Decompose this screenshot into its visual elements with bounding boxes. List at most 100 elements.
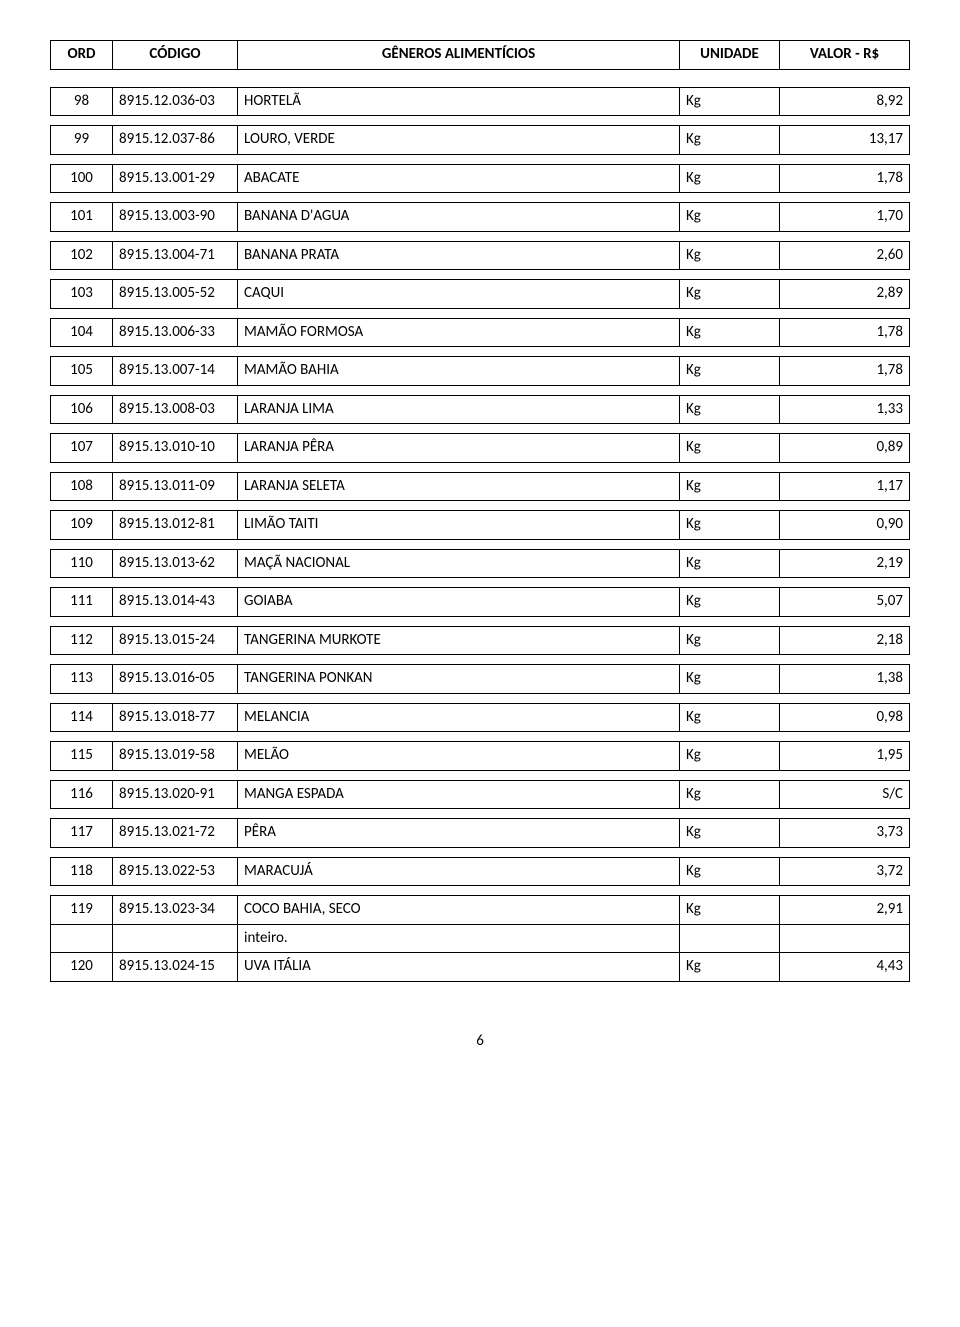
cell-item: UVA ITÁLIA — [238, 953, 680, 982]
cell-codigo: 8915.13.020-91 — [113, 780, 238, 809]
cell-ord: 114 — [51, 703, 113, 732]
table-row: 1058915.13.007-14MAMÃO BAHIAKg1,78 — [51, 357, 910, 386]
cell-valor: 4,43 — [780, 953, 910, 982]
table-row: 1168915.13.020-91MANGA ESPADAKgS/C — [51, 780, 910, 809]
header-valor: VALOR - R$ — [780, 41, 910, 70]
table-row: 1198915.13.023-34COCO BAHIA, SECOKg2,91 — [51, 896, 910, 925]
table-row: 1108915.13.013-62MAÇÃ NACIONALKg2,19 — [51, 549, 910, 578]
cell-valor: 3,72 — [780, 857, 910, 886]
cell-valor: 1,70 — [780, 203, 910, 232]
table-row: 1138915.13.016-05TANGERINA PONKANKg1,38 — [51, 665, 910, 694]
cell-valor: 3,73 — [780, 819, 910, 848]
cell-valor: 2,18 — [780, 626, 910, 655]
cell-unidade: Kg — [680, 665, 780, 694]
cell-ord: 102 — [51, 241, 113, 270]
cell-valor: 1,38 — [780, 665, 910, 694]
cell-unidade: Kg — [680, 395, 780, 424]
cell-unidade: Kg — [680, 742, 780, 771]
cell-item: BANANA PRATA — [238, 241, 680, 270]
cell-item: MANGA ESPADA — [238, 780, 680, 809]
cell-item: LIMÃO TAITI — [238, 511, 680, 540]
cell-item: LOURO, VERDE — [238, 126, 680, 155]
cell-valor: 0,89 — [780, 434, 910, 463]
cell-valor — [780, 924, 910, 953]
page-number: 6 — [50, 1032, 910, 1050]
spacer-row — [51, 847, 910, 857]
cell-ord: 105 — [51, 357, 113, 386]
cell-item: MAÇÃ NACIONAL — [238, 549, 680, 578]
spacer-row — [51, 578, 910, 588]
cell-unidade: Kg — [680, 780, 780, 809]
spacer-row — [51, 347, 910, 357]
cell-codigo: 8915.13.018-77 — [113, 703, 238, 732]
cell-ord: 106 — [51, 395, 113, 424]
table-row: 1008915.13.001-29ABACATEKg1,78 — [51, 164, 910, 193]
cell-item: MELÃO — [238, 742, 680, 771]
spacer-row — [51, 616, 910, 626]
cell-valor: 2,19 — [780, 549, 910, 578]
cell-unidade: Kg — [680, 819, 780, 848]
cell-valor: S/C — [780, 780, 910, 809]
cell-unidade: Kg — [680, 126, 780, 155]
cell-valor: 2,91 — [780, 896, 910, 925]
spacer-row — [51, 655, 910, 665]
cell-item: MELANCIA — [238, 703, 680, 732]
table-row: 1018915.13.003-90BANANA D'AGUAKg1,70 — [51, 203, 910, 232]
header-ord: ORD — [51, 41, 113, 70]
cell-ord: 107 — [51, 434, 113, 463]
header-generos: GÊNEROS ALIMENTÍCIOS — [238, 41, 680, 70]
cell-item: LARANJA SELETA — [238, 472, 680, 501]
table-row: 1208915.13.024-15UVA ITÁLIAKg4,43 — [51, 953, 910, 982]
cell-unidade: Kg — [680, 164, 780, 193]
spacer-row — [51, 385, 910, 395]
cell-codigo: 8915.12.037-86 — [113, 126, 238, 155]
cell-unidade: Kg — [680, 857, 780, 886]
table-row: 1068915.13.008-03LARANJA LIMAKg1,33 — [51, 395, 910, 424]
cell-ord: 99 — [51, 126, 113, 155]
table-row: 1148915.13.018-77MELANCIAKg0,98 — [51, 703, 910, 732]
cell-codigo: 8915.13.010-10 — [113, 434, 238, 463]
cell-item: CAQUI — [238, 280, 680, 309]
cell-unidade: Kg — [680, 511, 780, 540]
table-row: 1078915.13.010-10LARANJA PÊRAKg0,89 — [51, 434, 910, 463]
spacer-row — [51, 193, 910, 203]
cell-unidade: Kg — [680, 241, 780, 270]
spacer-row — [51, 693, 910, 703]
cell-ord: 103 — [51, 280, 113, 309]
spacer-row — [51, 501, 910, 511]
cell-item: COCO BAHIA, SECO — [238, 896, 680, 925]
cell-ord — [51, 924, 113, 953]
cell-item: MAMÃO BAHIA — [238, 357, 680, 386]
cell-codigo: 8915.13.021-72 — [113, 819, 238, 848]
cell-unidade: Kg — [680, 434, 780, 463]
table-row: 1158915.13.019-58MELÃOKg1,95 — [51, 742, 910, 771]
cell-codigo — [113, 924, 238, 953]
spacer-row — [51, 231, 910, 241]
cell-unidade: Kg — [680, 953, 780, 982]
cell-ord: 120 — [51, 953, 113, 982]
cell-valor: 1,78 — [780, 164, 910, 193]
cell-valor: 13,17 — [780, 126, 910, 155]
cell-ord: 112 — [51, 626, 113, 655]
spacer-row — [51, 539, 910, 549]
cell-item-extra: inteiro. — [238, 924, 680, 953]
cell-valor: 1,78 — [780, 318, 910, 347]
spacer-row — [51, 732, 910, 742]
cell-item: LARANJA PÊRA — [238, 434, 680, 463]
cell-ord: 109 — [51, 511, 113, 540]
header-unidade: UNIDADE — [680, 41, 780, 70]
cell-item: ABACATE — [238, 164, 680, 193]
table-row: 988915.12.036-03HORTELÃKg8,92 — [51, 87, 910, 116]
cell-unidade: Kg — [680, 549, 780, 578]
spacer-row — [51, 462, 910, 472]
price-table: ORD CÓDIGO GÊNEROS ALIMENTÍCIOS UNIDADE … — [50, 40, 910, 982]
cell-valor: 8,92 — [780, 87, 910, 116]
cell-item: LARANJA LIMA — [238, 395, 680, 424]
cell-unidade: Kg — [680, 87, 780, 116]
cell-unidade: Kg — [680, 472, 780, 501]
cell-codigo: 8915.13.004-71 — [113, 241, 238, 270]
cell-unidade: Kg — [680, 203, 780, 232]
cell-item: TANGERINA PONKAN — [238, 665, 680, 694]
cell-unidade: Kg — [680, 588, 780, 617]
cell-ord: 111 — [51, 588, 113, 617]
